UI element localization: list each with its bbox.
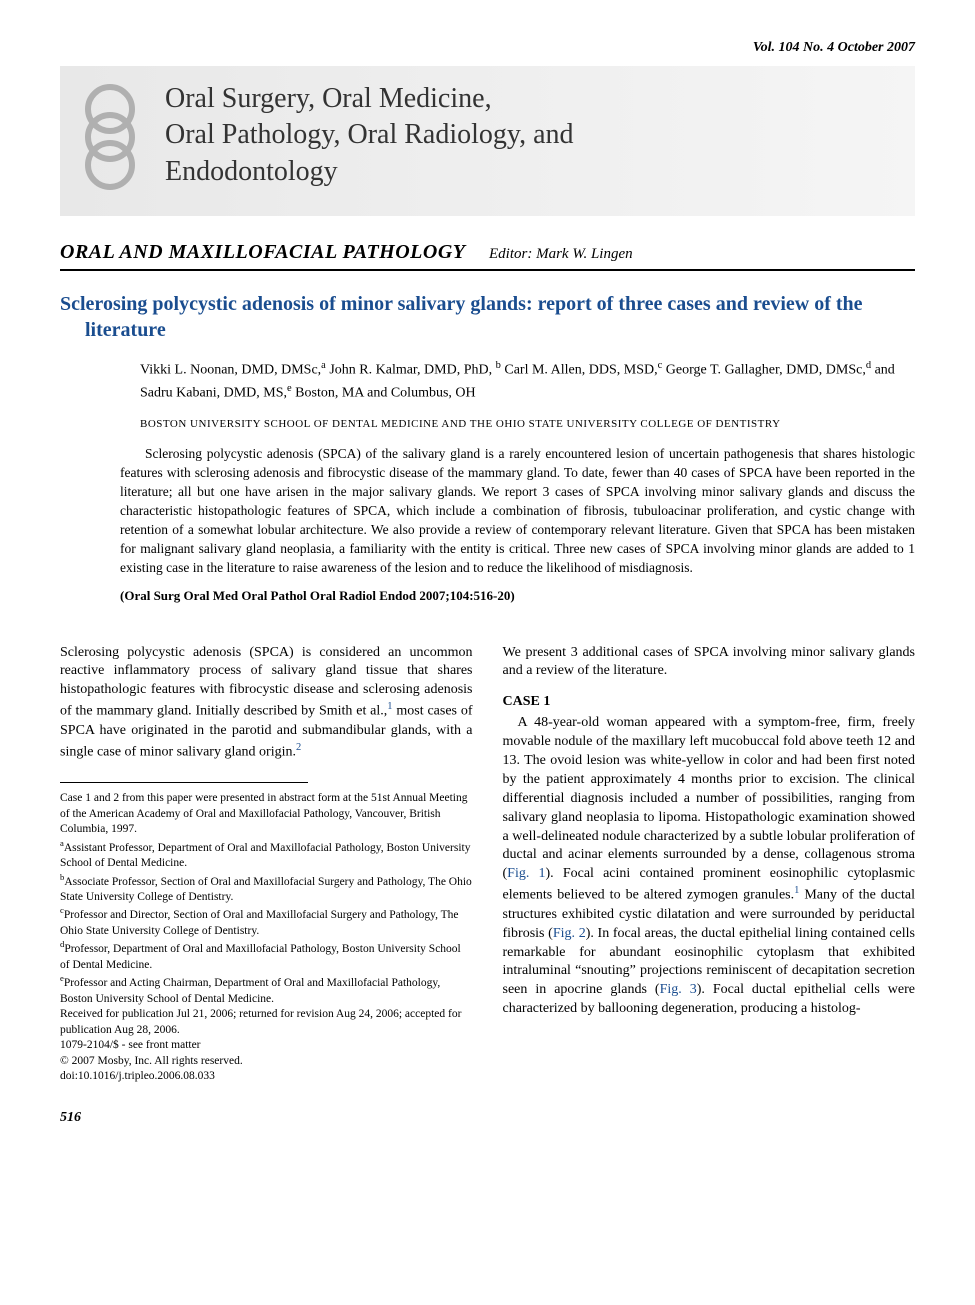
- fig-1-link[interactable]: Fig. 1: [507, 866, 545, 881]
- footnote-b: bAssociate Professor, Section of Oral an…: [60, 872, 473, 906]
- abstract-citation: (Oral Surg Oral Med Oral Pathol Oral Rad…: [60, 588, 915, 604]
- journal-title-line3: Endodontology: [165, 154, 895, 190]
- journal-title-line1: Oral Surgery, Oral Medicine,: [165, 81, 895, 117]
- column-left: Sclerosing polycystic adenosis (SPCA) is…: [60, 644, 473, 1085]
- case-1-heading: CASE 1: [503, 693, 916, 712]
- footnote-c: cProfessor and Director, Section of Oral…: [60, 905, 473, 939]
- section-name: ORAL AND MAXILLOFACIAL PATHOLOGY: [60, 241, 466, 263]
- footnote-copyright: © 2007 Mosby, Inc. All rights reserved.: [60, 1054, 473, 1070]
- abstract-text: Sclerosing polycystic adenosis (SPCA) of…: [60, 445, 915, 577]
- intro-paragraph: Sclerosing polycystic adenosis (SPCA) is…: [60, 644, 473, 763]
- body-columns: Sclerosing polycystic adenosis (SPCA) is…: [60, 644, 915, 1085]
- footnote-received: Received for publication Jul 21, 2006; r…: [60, 1007, 473, 1038]
- affiliation: BOSTON UNIVERSITY SCHOOL OF DENTAL MEDIC…: [60, 418, 915, 430]
- column-right: We present 3 additional cases of SPCA in…: [503, 644, 916, 1085]
- footnote-doi: doi:10.1016/j.tripleo.2006.08.033: [60, 1069, 473, 1085]
- footnote-block: Case 1 and 2 from this paper were presen…: [60, 791, 473, 1084]
- section-editor: Editor: Mark W. Lingen: [489, 246, 633, 262]
- footnote-a: aAssistant Professor, Department of Oral…: [60, 838, 473, 872]
- ref-2[interactable]: 2: [296, 742, 301, 753]
- footnote-rule: [60, 782, 308, 783]
- fig-3-link[interactable]: Fig. 3: [660, 982, 697, 997]
- case-1-body: A 48-year-old woman appeared with a symp…: [503, 714, 916, 1019]
- footnote-presentation: Case 1 and 2 from this paper were presen…: [60, 791, 473, 838]
- journal-title-line2: Oral Pathology, Oral Radiology, and: [165, 117, 895, 153]
- col2-lead: We present 3 additional cases of SPCA in…: [503, 644, 916, 682]
- case1-text-1: A 48-year-old woman appeared with a symp…: [503, 715, 916, 881]
- footnote-e: eProfessor and Acting Chairman, Departme…: [60, 973, 473, 1007]
- section-header: ORAL AND MAXILLOFACIAL PATHOLOGY Editor:…: [60, 241, 915, 271]
- footnote-issn: 1079-2104/$ - see front matter: [60, 1038, 473, 1054]
- article-title: Sclerosing polycystic adenosis of minor …: [60, 291, 915, 343]
- journal-title: Oral Surgery, Oral Medicine, Oral Pathol…: [165, 81, 895, 190]
- authors: Vikki L. Noonan, DMD, DMSc,a John R. Kal…: [60, 358, 915, 403]
- page-number: 516: [60, 1110, 915, 1126]
- journal-banner: Oral Surgery, Oral Medicine, Oral Pathol…: [60, 66, 915, 216]
- fig-2-link[interactable]: Fig. 2: [553, 926, 586, 941]
- footnote-d: dProfessor, Department of Oral and Maxil…: [60, 939, 473, 973]
- journal-logo-icon: [70, 81, 150, 201]
- issue-header: Vol. 104 No. 4 October 2007: [60, 40, 915, 56]
